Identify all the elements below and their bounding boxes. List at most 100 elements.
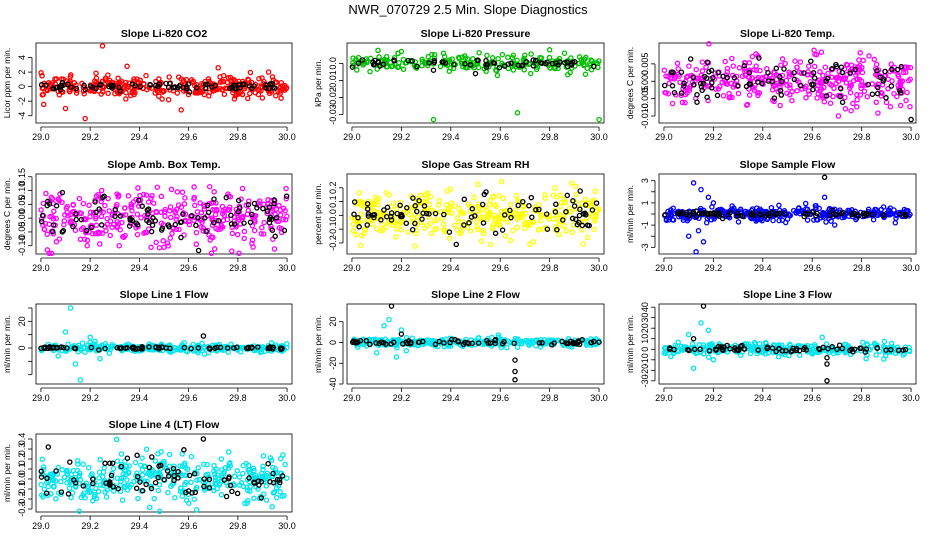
x-tick-label: 29.2 xyxy=(81,132,99,142)
data-point xyxy=(758,346,765,352)
data-point xyxy=(383,190,389,196)
data-point xyxy=(576,54,583,60)
y-tick-label: 20 xyxy=(640,323,650,333)
x-tick-label: 30.0 xyxy=(590,263,608,273)
data-point xyxy=(537,218,544,224)
y-tick-label: 0.0 xyxy=(328,57,338,70)
data-point xyxy=(161,244,167,251)
data-point xyxy=(129,90,136,96)
data-point xyxy=(110,465,117,472)
data-point xyxy=(109,224,115,230)
x-tick-label: 29.6 xyxy=(803,393,821,403)
data-point xyxy=(88,83,94,89)
data-point xyxy=(403,220,410,227)
data-point xyxy=(249,211,255,218)
data-point xyxy=(496,193,502,199)
data-point xyxy=(804,206,811,212)
data-point xyxy=(873,352,879,358)
data-point xyxy=(177,463,183,469)
data-point xyxy=(530,57,537,63)
data-point xyxy=(520,203,527,209)
data-point xyxy=(708,67,715,74)
data-point xyxy=(863,82,869,88)
data-point xyxy=(264,208,271,215)
data-point xyxy=(373,226,380,232)
x-tick-label: 29.0 xyxy=(655,132,673,142)
data-point xyxy=(827,212,833,219)
data-point xyxy=(384,57,390,63)
data-point xyxy=(499,340,506,347)
data-point xyxy=(438,209,444,215)
data-point xyxy=(801,70,807,76)
data-point xyxy=(522,52,528,59)
data-point xyxy=(770,217,776,224)
data-point xyxy=(205,471,211,478)
data-point xyxy=(530,239,537,245)
data-point xyxy=(228,212,234,219)
data-point xyxy=(542,191,548,198)
data-point xyxy=(359,199,366,206)
data-point xyxy=(865,346,872,352)
data-point xyxy=(283,185,289,192)
data-point xyxy=(560,217,566,223)
data-point xyxy=(464,64,471,71)
data-point xyxy=(204,461,210,468)
data-point xyxy=(177,85,184,92)
data-point xyxy=(246,475,252,481)
data-point xyxy=(576,341,583,348)
data-point xyxy=(245,462,252,469)
data-point xyxy=(568,55,574,61)
data-point xyxy=(457,210,464,216)
data-point xyxy=(59,79,66,86)
data-point xyxy=(129,81,136,87)
data-point xyxy=(555,65,561,72)
data-point xyxy=(724,69,731,75)
data-point xyxy=(192,90,198,96)
data-point xyxy=(207,89,213,96)
data-point xyxy=(491,60,498,66)
data-point xyxy=(82,344,88,351)
data-point xyxy=(107,218,114,224)
data-point xyxy=(875,84,881,91)
data-point xyxy=(92,199,98,205)
data-point xyxy=(885,86,891,92)
data-point xyxy=(178,204,185,210)
data-point xyxy=(68,84,74,90)
data-point xyxy=(709,342,715,349)
data-point xyxy=(744,101,751,108)
data-point xyxy=(811,47,817,54)
data-point xyxy=(582,219,588,225)
data-point xyxy=(441,211,447,218)
data-point xyxy=(591,338,597,345)
data-point xyxy=(269,74,276,80)
data-point xyxy=(771,83,777,89)
data-point xyxy=(396,336,402,343)
data-point xyxy=(280,452,286,458)
data-point xyxy=(182,211,189,217)
data-point xyxy=(455,54,462,61)
y-tick-label: -0.3 xyxy=(17,501,27,517)
data-point xyxy=(68,494,74,501)
data-point xyxy=(247,69,254,76)
data-point xyxy=(467,62,474,68)
data-point xyxy=(182,472,188,479)
data-point xyxy=(443,202,450,208)
data-point xyxy=(667,214,673,221)
data-point xyxy=(225,349,231,355)
data-point xyxy=(703,219,710,226)
data-point xyxy=(214,472,221,478)
y-tick-label: 0.05 xyxy=(17,196,27,214)
x-tick-label: 29.8 xyxy=(541,393,559,403)
data-point xyxy=(696,210,703,217)
data-point xyxy=(544,226,551,232)
data-point xyxy=(139,472,146,478)
data-point xyxy=(126,223,133,229)
data-point xyxy=(161,476,167,483)
data-point xyxy=(810,86,816,93)
data-point xyxy=(231,221,238,227)
data-point xyxy=(662,211,668,218)
data-point xyxy=(64,480,70,486)
data-point xyxy=(833,80,839,87)
x-tick-label: 29.2 xyxy=(393,263,411,273)
panel-title: Slope Line 4 (LT) Flow xyxy=(109,419,220,431)
